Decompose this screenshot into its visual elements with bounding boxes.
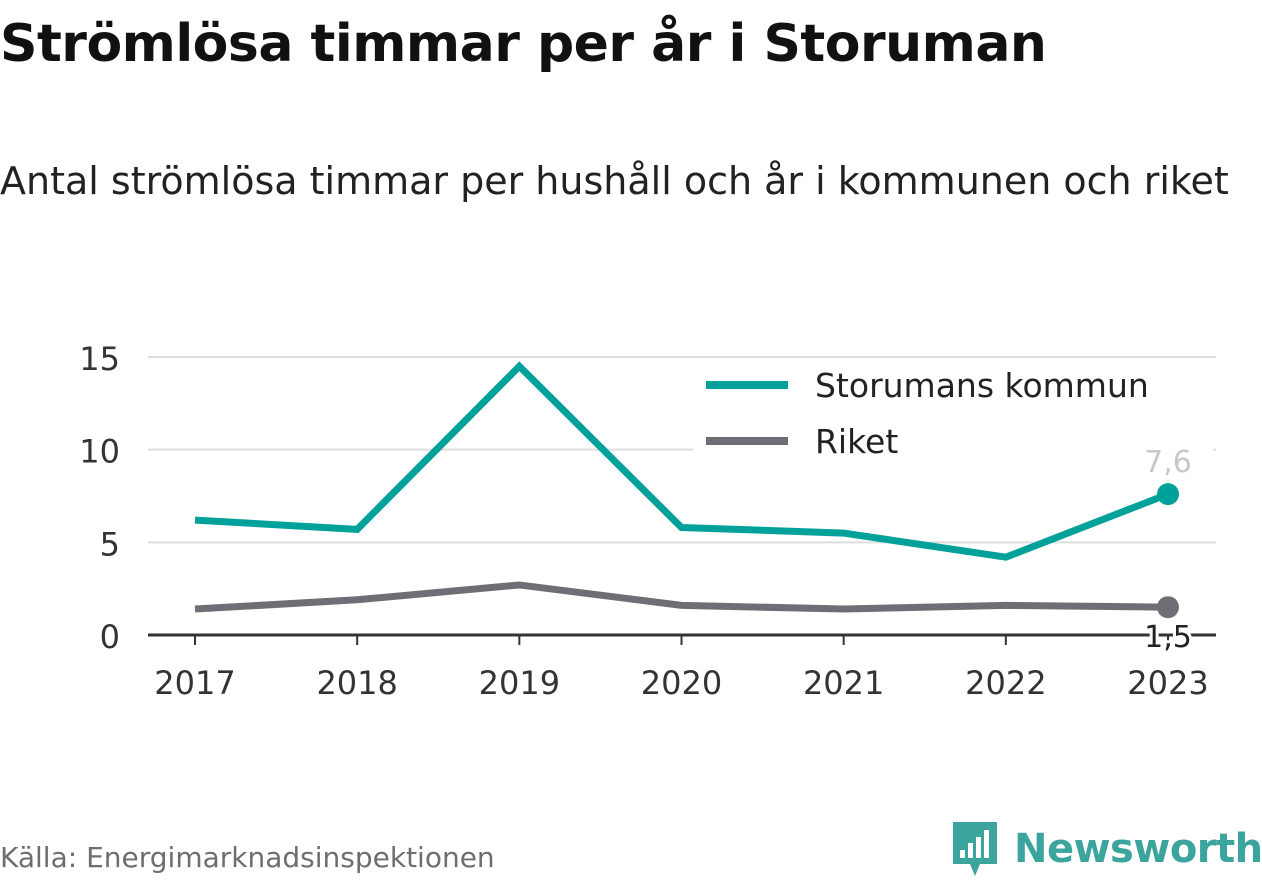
end-value-label: 1,5 (1144, 620, 1192, 655)
y-tick-label: 5 (100, 525, 120, 563)
legend-label: Riket (815, 422, 898, 461)
y-tick-label: 10 (79, 433, 120, 471)
x-tick-label: 2017 (154, 664, 235, 702)
end-value-label-halo: 1,5 (1144, 620, 1192, 655)
x-tick-label: 2019 (479, 664, 560, 702)
end-value-label-halo: 7,6 (1144, 445, 1192, 480)
end-point-marker (1157, 483, 1179, 506)
x-axis: 2017 2018 2019 2020 2021 2022 2023 (154, 635, 1209, 702)
legend-label: Storumans kommun (815, 366, 1149, 405)
end-point-marker (1157, 596, 1179, 619)
series-lines (194, 361, 1179, 619)
legend: Storumans kommun Riket (693, 363, 1213, 475)
brand-name: Newsworthy (1014, 826, 1262, 872)
x-tick-label: 2023 (1127, 664, 1208, 702)
y-tick-label: 0 (100, 618, 120, 656)
newsworthy-logo-icon (953, 822, 997, 876)
source-note: Källa: Energimarknadsinspektionen (0, 841, 495, 874)
chart-title: Strömlösa timmar per år i Storuman (0, 14, 1047, 74)
x-tick-label: 2022 (965, 664, 1046, 702)
series-line-1 (194, 581, 1169, 613)
end-value-label: 7,6 (1144, 445, 1192, 480)
x-tick-label: 2021 (803, 664, 884, 702)
y-axis: 0 5 10 15 (79, 340, 120, 656)
brand: Newsworthy (950, 818, 1262, 880)
x-tick-label: 2018 (316, 664, 397, 702)
y-tick-label: 15 (79, 340, 120, 378)
end-labels: 7,67,61,51,5 (1141, 442, 1195, 658)
chart-subtitle: Antal strömlösa timmar per hushåll och å… (0, 159, 1229, 203)
series-line-0 (194, 361, 1170, 561)
x-tick-label: 2020 (641, 664, 722, 702)
